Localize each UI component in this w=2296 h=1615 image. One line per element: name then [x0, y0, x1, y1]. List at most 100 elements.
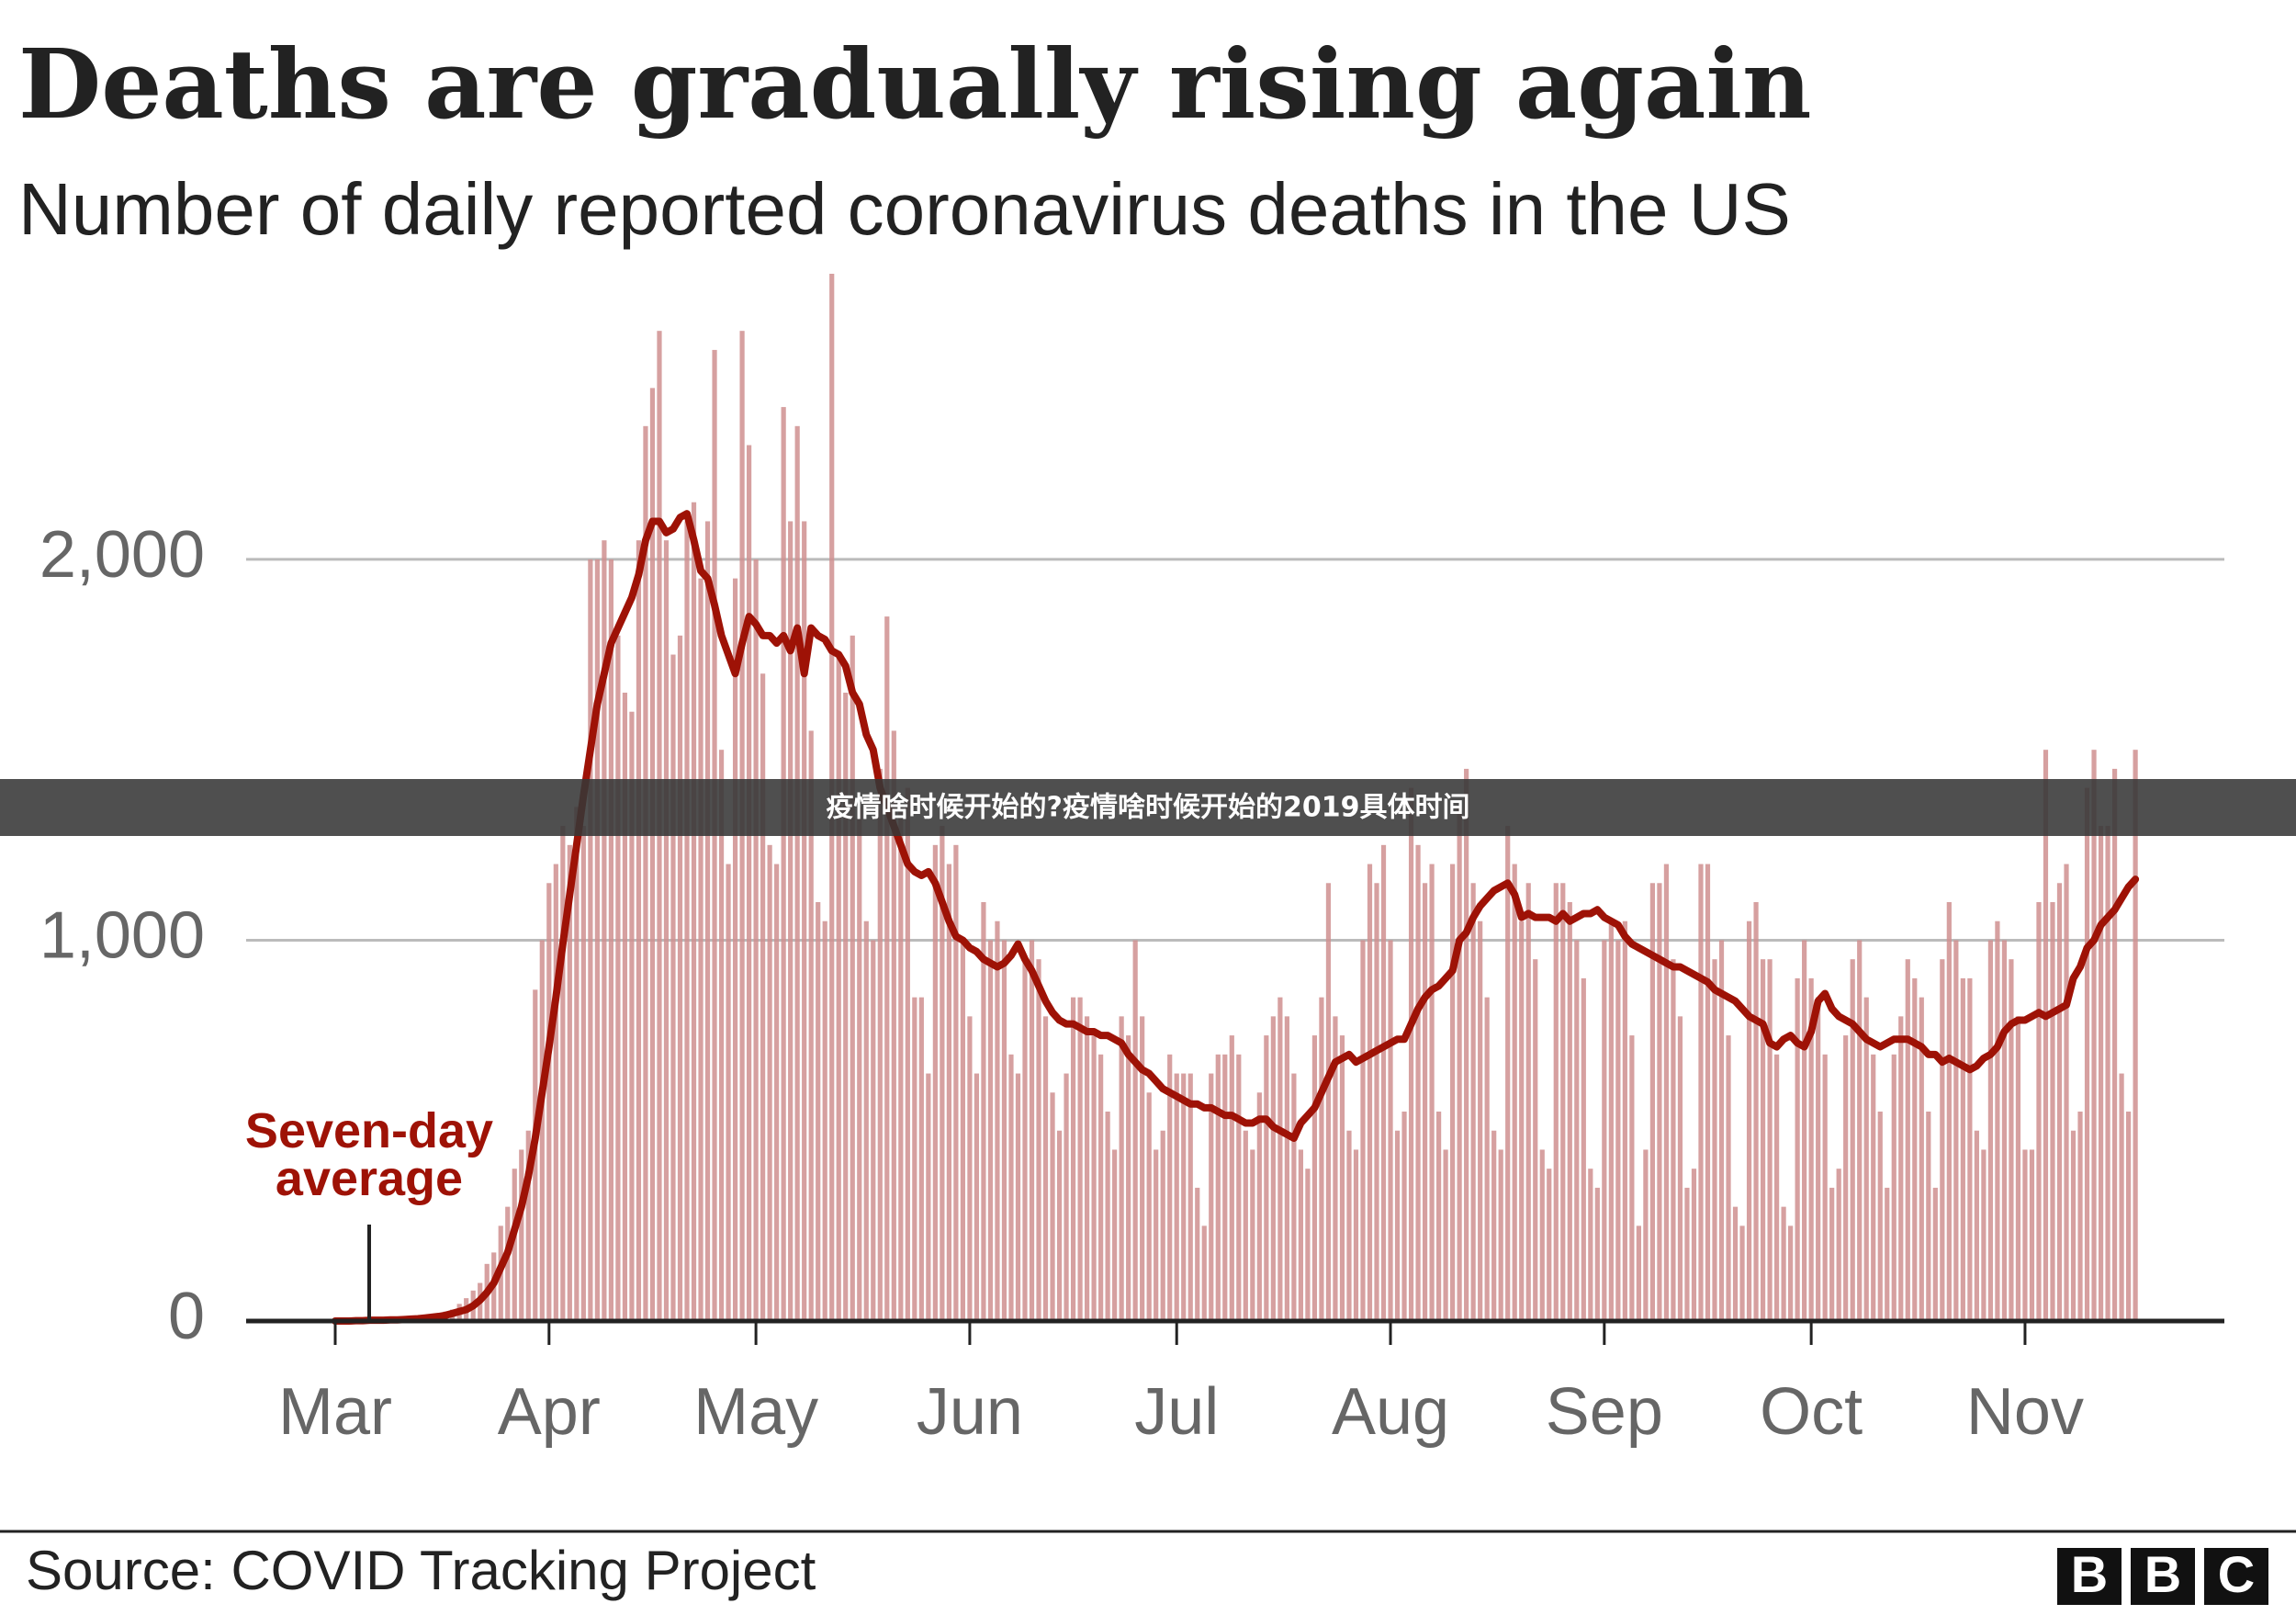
bar [1974, 1130, 1979, 1321]
bar [1209, 1073, 1214, 1321]
bar [1519, 920, 1525, 1321]
bar [2043, 750, 2049, 1321]
bar [1760, 959, 1766, 1321]
bar [1932, 1187, 1938, 1321]
bar [1829, 1187, 1835, 1321]
bar [1746, 920, 1752, 1321]
bar [2029, 1149, 2035, 1321]
bar [1229, 1035, 1234, 1321]
bar [1325, 883, 1332, 1321]
logo-box [2057, 1548, 2122, 1605]
bar [2098, 826, 2104, 1321]
bar [884, 616, 890, 1321]
bar [1084, 1016, 1090, 1321]
bar [1470, 883, 1476, 1321]
x-tick-label: Mar [278, 1375, 392, 1449]
bar [698, 578, 703, 1321]
bar [1574, 940, 1580, 1321]
bar [1250, 1149, 1255, 1321]
bar [760, 673, 766, 1321]
bar [629, 711, 635, 1321]
bar [1946, 902, 1952, 1321]
bar [1905, 959, 1910, 1321]
bar [1802, 940, 1807, 1321]
bar [816, 902, 821, 1321]
bar [1236, 1054, 1242, 1321]
bar [1788, 1225, 1794, 1321]
bar [1567, 902, 1572, 1321]
bar [732, 578, 738, 1321]
bar [1663, 864, 1670, 1321]
bar [1284, 1016, 1289, 1321]
bar [691, 502, 697, 1321]
bar [2070, 1130, 2077, 1321]
bar [1671, 959, 1676, 1321]
source: Source: COVID Tracking Project [26, 1540, 816, 1601]
bar [1277, 997, 1283, 1321]
bar [519, 1149, 524, 1321]
bar [670, 654, 676, 1321]
y-tick-label: 1,000 [39, 898, 205, 972]
bar [960, 940, 966, 1321]
bar [580, 826, 586, 1321]
bar [1215, 1054, 1221, 1321]
bar [995, 920, 1000, 1321]
bar [1691, 1169, 1697, 1321]
bar [1140, 1016, 1145, 1321]
bar [1698, 864, 1704, 1321]
bar [1919, 997, 1924, 1321]
bar [953, 844, 959, 1321]
bar [1940, 959, 1945, 1321]
bar [1773, 1054, 1780, 1321]
bar [1533, 959, 1538, 1321]
bar [1547, 1169, 1552, 1321]
bar [1512, 864, 1517, 1321]
bar [1464, 768, 1469, 1321]
x-tick-label: Oct [1760, 1375, 1863, 1449]
bar [1422, 883, 1428, 1321]
bar [2091, 750, 2097, 1321]
bar [1264, 1035, 1269, 1321]
bar [1457, 807, 1462, 1321]
bar [643, 425, 648, 1321]
bar [2119, 1073, 2124, 1321]
y-tick-label: 2,000 [39, 518, 205, 592]
bar [940, 826, 945, 1321]
bar [967, 1016, 973, 1321]
bar [1291, 1073, 1297, 1321]
bar [1498, 1149, 1503, 1321]
bar [567, 844, 572, 1321]
x-tick-label: Jul [1134, 1375, 1219, 1449]
chart-title: Deaths are gradually rising again [18, 28, 1812, 141]
bar [553, 864, 558, 1321]
bar [505, 1206, 511, 1321]
bar [747, 445, 752, 1322]
bar [1298, 1149, 1303, 1321]
bar [898, 807, 904, 1321]
bar [1022, 959, 1028, 1321]
bar [1333, 1016, 1338, 1321]
bar [1885, 1187, 1890, 1321]
bar [546, 883, 552, 1321]
bar [1816, 997, 1821, 1321]
bar [2001, 940, 2008, 1321]
bar [1036, 959, 1041, 1321]
bar [822, 920, 827, 1321]
bar [1015, 1073, 1021, 1321]
bar [1615, 940, 1621, 1321]
bar [2133, 750, 2138, 1321]
bar [857, 807, 862, 1321]
bar [1112, 1149, 1118, 1321]
bar [1995, 920, 2000, 1321]
chart-subtitle: Number of daily reported coronavirus dea… [18, 168, 1791, 250]
y-tick-label: 0 [168, 1280, 205, 1353]
bar [1346, 1130, 1352, 1321]
bar [1478, 920, 1483, 1321]
bar [1339, 1035, 1345, 1321]
bar [704, 521, 711, 1321]
bar [512, 1169, 517, 1321]
bar [2064, 864, 2069, 1321]
bar [1539, 1149, 1545, 1321]
bar [1077, 997, 1083, 1321]
